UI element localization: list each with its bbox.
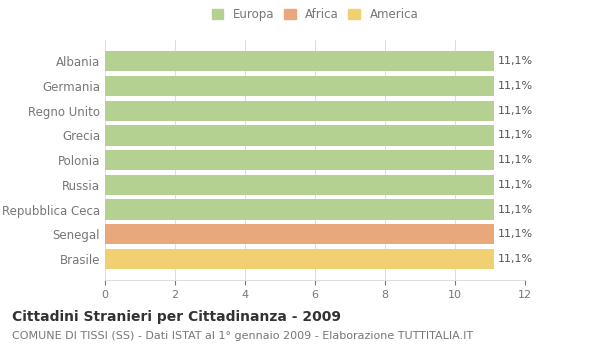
Text: COMUNE DI TISSI (SS) - Dati ISTAT al 1° gennaio 2009 - Elaborazione TUTTITALIA.I: COMUNE DI TISSI (SS) - Dati ISTAT al 1° … (12, 331, 473, 341)
Bar (105, 249, 493, 269)
Bar (105, 150, 493, 170)
Text: 11,1%: 11,1% (497, 180, 533, 190)
Text: 11,1%: 11,1% (497, 254, 533, 264)
Bar (105, 224, 493, 244)
Text: Cittadini Stranieri per Cittadinanza - 2009: Cittadini Stranieri per Cittadinanza - 2… (12, 310, 341, 324)
Legend: Europa, Africa, America: Europa, Africa, America (212, 8, 418, 21)
Bar (105, 76, 493, 96)
Bar (105, 175, 493, 195)
Text: 11,1%: 11,1% (497, 229, 533, 239)
Text: 11,1%: 11,1% (497, 204, 533, 215)
Text: 11,1%: 11,1% (497, 155, 533, 165)
Bar (105, 199, 493, 220)
Bar (105, 51, 493, 71)
Bar (105, 125, 493, 146)
Text: 11,1%: 11,1% (497, 106, 533, 116)
Text: 11,1%: 11,1% (497, 131, 533, 140)
Bar (105, 100, 493, 121)
Text: 11,1%: 11,1% (497, 56, 533, 66)
Text: 11,1%: 11,1% (497, 81, 533, 91)
